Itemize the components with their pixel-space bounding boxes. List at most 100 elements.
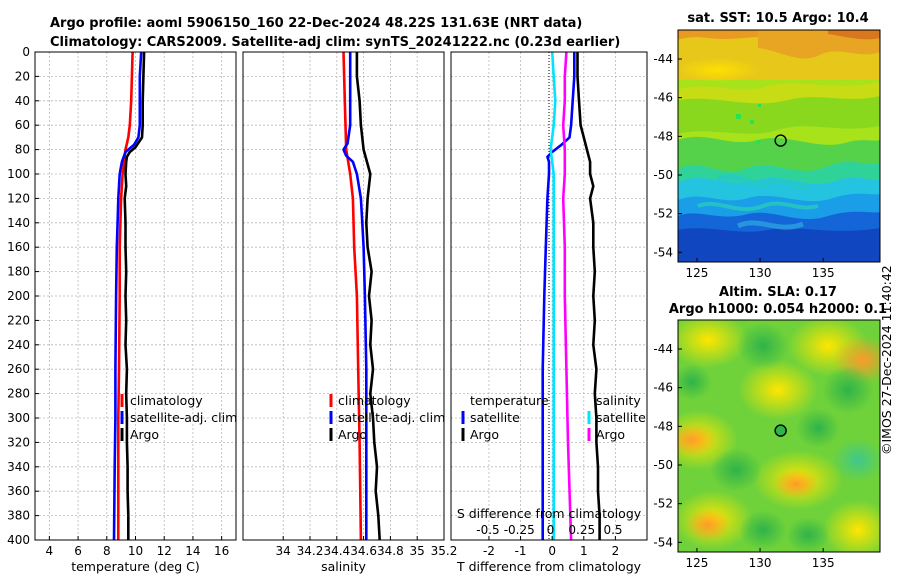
map-border	[677, 319, 881, 553]
depth-tick-label: 120	[7, 191, 30, 205]
depth-tick-label: 60	[15, 118, 30, 132]
legend-s-argo: Argo	[596, 427, 625, 442]
x-tick-label: 34.2	[297, 544, 324, 558]
series-line-climatology	[342, 51, 363, 541]
map-lat-label: -50	[653, 168, 673, 182]
s-diff-tick-label: 0	[547, 523, 555, 537]
depth-tick-label: 20	[15, 69, 30, 83]
x-tick-label: 34.4	[323, 544, 350, 558]
argo-position-marker	[774, 424, 787, 437]
legend-temperature-title: temperature	[470, 393, 549, 408]
temperature-xlabel: temperature (deg C)	[71, 559, 200, 574]
map-lat-label: -44	[653, 342, 673, 356]
difference-panel: -2 -1 0 1 2 T difference from climatology S …	[450, 51, 648, 574]
title-line1: Argo profile: aoml 5906150_160 22-Dec-20…	[50, 16, 582, 31]
depth-tick-label: 220	[7, 313, 30, 327]
sla-field	[678, 320, 880, 552]
series-line-argo	[123, 51, 146, 540]
series-line-t-satellite	[541, 52, 576, 540]
sla-map: Altim. SLA: 0.17 Argo h1000: 0.054 h2000…	[653, 285, 887, 570]
map-lon-label: 130	[749, 266, 772, 280]
salinity-xlabel: salinity	[321, 559, 366, 574]
x-tick-label: 34.8	[377, 544, 404, 558]
salinity-lines	[342, 51, 381, 541]
difference-lines	[541, 51, 601, 541]
legend-argo: Argo	[338, 427, 367, 442]
depth-tick-label: 40	[15, 94, 30, 108]
legend-t-argo: Argo	[470, 427, 499, 442]
map-border	[677, 29, 881, 263]
legend-climatology: climatology	[338, 393, 411, 408]
x-tick-label: -1	[515, 544, 527, 558]
s-difference-label: S difference from climatology	[457, 506, 642, 521]
temperature-gridy	[35, 51, 236, 541]
depth-tick-label: 160	[7, 240, 30, 254]
sst-map-frame: 125 130 135 -44 -46 -48 -50 -52 -54	[653, 29, 881, 280]
x-tick-label: 6	[74, 544, 82, 558]
depth-tick-label: 340	[7, 460, 30, 474]
x-tick-label: -2	[483, 544, 495, 558]
x-tick-label: 16	[214, 544, 229, 558]
temperature-lines	[112, 51, 146, 541]
s-diff-tick-label: -0.5	[476, 523, 499, 537]
map-lat-label: -46	[653, 91, 673, 105]
map-lat-label: -48	[653, 129, 673, 143]
map-lon-label: 130	[749, 556, 772, 570]
salinity-panel: 34 34.2 34.4 34.6 34.8 35 35.2 salinity climat…	[242, 51, 458, 574]
map-lon-label: 135	[812, 556, 835, 570]
salinity-legend: climatology satellite-adj. clim Argo	[329, 393, 445, 442]
depth-tick-label: 380	[7, 509, 30, 523]
depth-tick-label: 180	[7, 265, 30, 279]
depth-tick-label: 200	[7, 289, 30, 303]
x-tick-label: 35.2	[431, 544, 458, 558]
map-lat-label: -52	[653, 207, 673, 221]
x-tick-label: 14	[185, 544, 200, 558]
map-lat-label: -46	[653, 381, 673, 395]
x-tick-label: 34.6	[350, 544, 377, 558]
series-line-satellite-adj-clim	[112, 51, 143, 541]
map-lon-label: 135	[812, 266, 835, 280]
depth-ticks: 0 20 40 60 80 100 120 140 160 180 200 220 240 260 280 3…	[7, 45, 39, 547]
x-tick-label: 1	[580, 544, 588, 558]
difference-xticks: -2 -1 0 1 2	[483, 536, 619, 558]
legend-satellite: satellite-adj. clim	[338, 410, 445, 425]
series-line-satellite-adj-clim	[342, 52, 368, 540]
difference-frame	[450, 51, 648, 541]
legend-t-satellite: satellite	[470, 410, 520, 425]
depth-tick-label: 0	[22, 45, 30, 59]
x-tick-label: 35	[410, 544, 425, 558]
difference-xlabel: T difference from climatology	[456, 559, 642, 574]
sla-map-frame: 125 130 135 -44 -46 -48 -50 -52 -54	[653, 319, 881, 570]
map-lon-label: 125	[685, 266, 708, 280]
map-lat-label: -48	[653, 419, 673, 433]
depth-tick-label: 240	[7, 338, 30, 352]
temperature-xticks: 4 6 8 10 12 14 16	[46, 536, 229, 558]
depth-tick-label: 80	[15, 143, 30, 157]
x-tick-label: 8	[103, 544, 111, 558]
map-lat-label: -54	[653, 245, 673, 259]
map-lat-label: -50	[653, 458, 673, 472]
sla-map-title1: Altim. SLA: 0.17	[719, 285, 837, 300]
depth-tick-label: 280	[7, 387, 30, 401]
depth-tick-label: 400	[7, 533, 30, 547]
series-line-t-argo	[576, 52, 601, 540]
series-line-s-satellite	[549, 51, 557, 540]
temperature-panel: 0 20 40 60 80 100 120 140 160 180 200 220 240 260 280 3…	[7, 45, 237, 574]
s-diff-tick-label: 0.5	[603, 523, 622, 537]
argo-position-marker	[774, 134, 787, 147]
sst-map: sat. SST: 10.5 Argo: 10.4 125 130 135-44-	[653, 11, 881, 280]
temperature-legend: climatology satellite-adj. clim Argo	[120, 393, 237, 442]
salinity-frame	[242, 51, 445, 541]
title-line2: Climatology: CARS2009. Satellite-adj cli…	[50, 35, 620, 50]
legend-salinity-title: salinity	[596, 393, 641, 408]
series-line-climatology	[117, 51, 134, 540]
s-difference-ticks: -0.5 -0.25 0 0.25 0.5	[476, 523, 622, 537]
depth-tick-label: 320	[7, 435, 30, 449]
sla-map-title2: Argo h1000: 0.054 h2000: 0.1	[669, 302, 887, 317]
x-tick-label: 12	[157, 544, 172, 558]
depth-tick-label: 300	[7, 411, 30, 425]
legend-climatology: climatology	[130, 393, 203, 408]
x-tick-label: 10	[128, 544, 143, 558]
map-lat-label: -44	[653, 52, 673, 66]
